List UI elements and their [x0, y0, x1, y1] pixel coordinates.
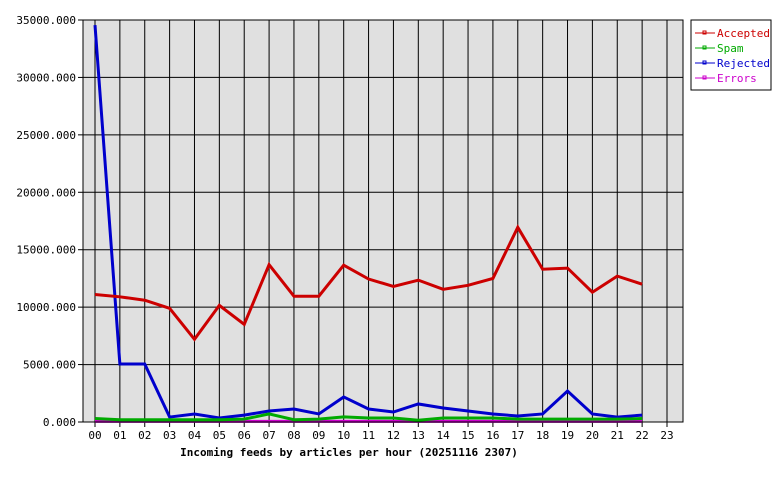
x-tick-label: 13: [412, 429, 425, 442]
legend-label: Spam: [717, 42, 744, 55]
x-tick-label: 14: [437, 429, 451, 442]
legend-marker: [702, 75, 707, 80]
legend-item-spam: Spam: [695, 42, 744, 55]
y-tick-label: 20000.000: [16, 186, 76, 199]
x-tick-label: 06: [238, 429, 251, 442]
x-tick-label: 16: [486, 429, 499, 442]
x-tick-label: 11: [362, 429, 375, 442]
x-tick-label: 12: [387, 429, 400, 442]
y-tick-label: 5000.000: [23, 359, 76, 372]
y-tick-label: 15000.000: [16, 244, 76, 257]
legend-marker: [702, 45, 707, 50]
y-tick-label: 35000.000: [16, 14, 76, 27]
x-tick-label: 04: [188, 429, 202, 442]
y-tick-label: 30000.000: [16, 71, 76, 84]
x-tick-label: 20: [586, 429, 599, 442]
x-tick-label: 15: [461, 429, 474, 442]
legend-label: Errors: [717, 72, 757, 85]
x-tick-label: 05: [213, 429, 226, 442]
series-line-accepted: [94, 224, 643, 342]
x-tick-label: 17: [511, 429, 524, 442]
legend-label: Accepted: [717, 27, 770, 40]
x-axis-label: Incoming feeds by articles per hour (202…: [180, 446, 518, 459]
legend-item-rejected: Rejected: [695, 57, 770, 70]
x-tick-label: 00: [88, 429, 101, 442]
x-axis: 00 01 02 03 04 05 06 07 08 09 10 11 12 13 14 15 16 17 18 19…: [88, 429, 673, 442]
grid: [83, 19, 683, 427]
series-line-rejected: [93, 25, 643, 420]
x-tick-label: 19: [561, 429, 574, 442]
x-tick-label: 01: [113, 429, 126, 442]
legend-label: Rejected: [717, 57, 770, 70]
x-tick-label: 22: [636, 429, 649, 442]
plot-area: [83, 20, 683, 422]
legend-marker: [702, 30, 707, 35]
x-tick-label: 08: [287, 429, 300, 442]
x-tick-label: 21: [611, 429, 624, 442]
x-tick-label: 18: [536, 429, 549, 442]
x-tick-label: 07: [262, 429, 275, 442]
y-axis: 0.000 5000.000 10000.000 15000.000 20000.000…: [16, 14, 83, 429]
series-line-spam: [94, 412, 643, 422]
y-tick-label: 0.000: [43, 416, 76, 429]
x-tick-label: 03: [163, 429, 176, 442]
legend: Accepted Spam Rejected Errors: [690, 19, 772, 91]
x-tick-label: 09: [312, 429, 325, 442]
series-lines: [93, 25, 643, 423]
legend-item-accepted: Accepted: [695, 27, 770, 40]
plot-border: [82, 19, 684, 423]
legend-item-errors: Errors: [695, 72, 757, 85]
legend-marker: [702, 60, 707, 65]
y-tick-label: 25000.000: [16, 129, 76, 142]
y-tick-label: 10000.000: [16, 301, 76, 314]
x-tick-label: 10: [337, 429, 350, 442]
x-tick-label: 23: [660, 429, 673, 442]
x-tick-label: 02: [138, 429, 151, 442]
